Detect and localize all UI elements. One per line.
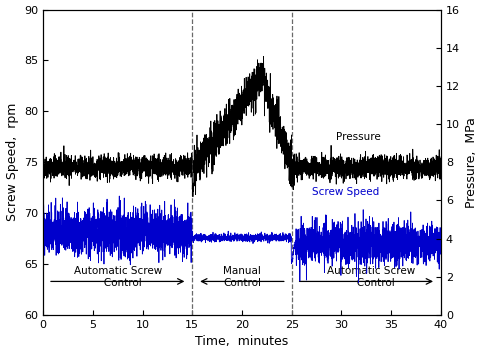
Y-axis label: Pressure,  MPa: Pressure, MPa [466, 117, 479, 208]
X-axis label: Time,  minutes: Time, minutes [196, 336, 288, 348]
Y-axis label: Screw Speed,  rpm: Screw Speed, rpm [5, 103, 18, 222]
Text: Pressure: Pressure [336, 132, 381, 142]
Text: Screw Speed: Screw Speed [312, 187, 379, 197]
Text: Automatic Screw
   Control: Automatic Screw Control [327, 266, 415, 288]
Text: Manual
Control: Manual Control [223, 266, 261, 288]
Text: Automatic Screw
   Control: Automatic Screw Control [74, 266, 162, 288]
